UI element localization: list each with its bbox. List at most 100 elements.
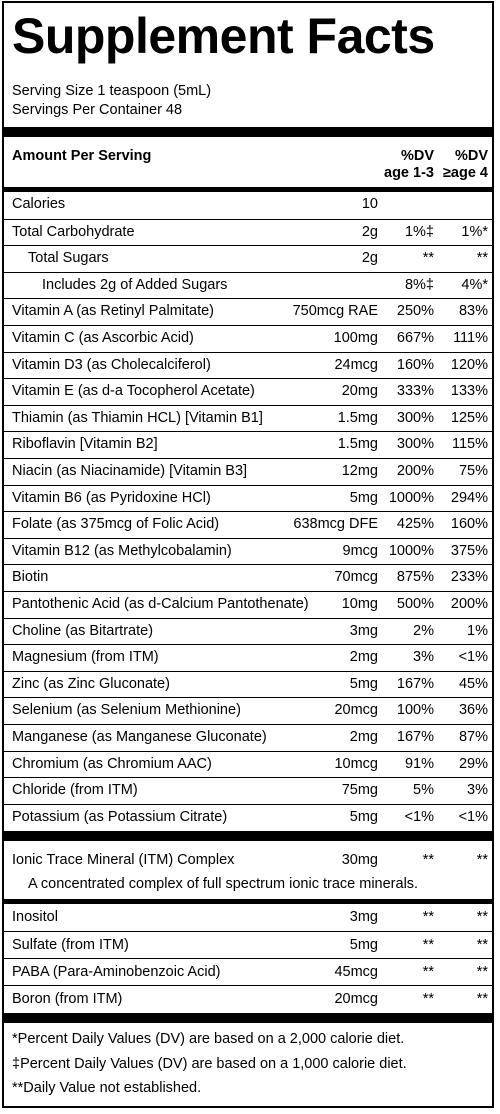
nutrient-name: Niacin (as Niacinamide) [Vitamin B3] bbox=[12, 463, 248, 479]
nutrient-dv-age-4-plus: ** bbox=[476, 250, 488, 267]
nutrient-dv-age-4-plus: 29% bbox=[458, 755, 488, 772]
nutrient-name: Potassium (as Potassium Citrate) bbox=[12, 808, 228, 825]
nutrient-amount: 9mcg bbox=[342, 542, 378, 559]
divider-itm bbox=[4, 899, 492, 904]
nutrient-row: Folate (as 375mcg of Folic Acid) 638mcg D… bbox=[4, 511, 492, 538]
nutrient-amount: 2g bbox=[361, 223, 378, 240]
nutrient-amount: 12mg bbox=[341, 463, 378, 479]
nutrient-row: Selenium (as Selenium Methionine) 20mcg 10… bbox=[4, 697, 492, 724]
nutrient-amount: 24mcg bbox=[334, 356, 378, 373]
nutrient-name: Inositol bbox=[12, 909, 58, 925]
nutrient-dv-age-4-plus: 233% bbox=[450, 569, 488, 586]
nutrient-dv-age-1-3: 91% bbox=[404, 755, 434, 772]
nutrient-dv-age-4-plus: ** bbox=[476, 991, 488, 1007]
nutrient-amount: 5mg bbox=[349, 937, 378, 953]
nutrient-dv-age-1-3: ** bbox=[422, 937, 434, 953]
nutrient-amount: 5mg bbox=[349, 675, 378, 692]
footnote-1000-calorie: ‡Percent Daily Values (DV) are based on … bbox=[12, 1056, 407, 1072]
nutrient-amount: 2mg bbox=[349, 649, 378, 666]
nutrient-row: Sulfate (from ITM) 5mg ** ** bbox=[4, 931, 492, 958]
nutrient-name: Pantothenic Acid (as d-Calcium Pantothen… bbox=[12, 596, 309, 612]
nutrient-dv-age-1-3: 200% bbox=[396, 463, 434, 479]
nutrient-row: Vitamin B6 (as Pyridoxine HCl) 5mg 1000% 29… bbox=[4, 484, 492, 512]
nutrient-amount: 20mcg bbox=[334, 991, 378, 1007]
nutrient-name: Choline (as Bitartrate) bbox=[12, 622, 154, 639]
nutrient-name: PABA (Para-Aminobenzoic Acid) bbox=[12, 964, 221, 980]
nutrient-row: Choline (as Bitartrate) 3mg 2% 1% bbox=[4, 617, 492, 645]
nutrient-amount: 1.5mg bbox=[337, 436, 378, 453]
nutrient-dv-age-4-plus: 115% bbox=[451, 436, 488, 453]
nutrient-name: Vitamin A (as Retinyl Palmitate) bbox=[12, 303, 215, 320]
nutrient-dv-age-1-3: 100% bbox=[396, 702, 434, 719]
nutrient-dv-age-4-plus: 133% bbox=[450, 383, 488, 400]
nutrient-dv-age-4-plus: 3% bbox=[467, 782, 488, 799]
nutrient-row: Zinc (as Zinc Gluconate) 5mg 167% 45% bbox=[4, 670, 492, 698]
nutrient-row: Vitamin B12 (as Methylcobalamin) 9mcg 1000… bbox=[4, 537, 492, 565]
serving-size: Serving Size 1 teaspoon (5mL) bbox=[12, 83, 212, 99]
nutrient-name: Total Carbohydrate bbox=[12, 223, 135, 240]
nutrient-amount: 20mcg bbox=[334, 702, 378, 719]
nutrient-amount: 10mg bbox=[341, 596, 378, 612]
nutrient-name: Vitamin B12 (as Methylcobalamin) bbox=[12, 542, 232, 559]
nutrient-name: Vitamin E (as d-a Tocopherol Acetate) bbox=[12, 383, 255, 400]
thick-divider-top bbox=[4, 127, 492, 137]
nutrient-row: Pantothenic Acid (as d-Calcium Pantothen… bbox=[4, 591, 492, 618]
amount-per-serving-header: Amount Per Serving bbox=[12, 148, 152, 164]
nutrient-dv-age-4-plus: ** bbox=[476, 964, 488, 980]
nutrient-row: Includes 2g of Added Sugars 8%‡ 4%* bbox=[4, 271, 492, 299]
nutrient-dv-age-4-plus: 4%* bbox=[461, 276, 488, 293]
footnote-2000-calorie: *Percent Daily Values (DV) are based on … bbox=[12, 1031, 405, 1047]
nutrient-dv-age-4-plus: <1% bbox=[458, 649, 488, 666]
nutrient-row: Boron (from ITM) 20mcg ** ** bbox=[4, 985, 492, 1012]
nutrient-amount: 75mg bbox=[341, 782, 378, 799]
nutrient-dv-age-1-3: 1%‡ bbox=[404, 223, 434, 240]
nutrient-dv-age-4-plus: ** bbox=[476, 909, 488, 925]
nutrient-dv-age-4-plus: 83% bbox=[458, 303, 488, 320]
nutrient-dv-age-4-plus: 120% bbox=[450, 356, 488, 373]
nutrient-amount: 3mg bbox=[349, 622, 378, 639]
nutrient-dv-age-4-plus: 200% bbox=[450, 596, 488, 612]
itm-dv2: ** bbox=[476, 852, 488, 868]
nutrient-name: Chromium (as Chromium AAC) bbox=[12, 755, 212, 772]
nutrient-dv-age-1-3: ** bbox=[422, 250, 434, 267]
nutrient-amount: 2mg bbox=[349, 729, 378, 745]
itm-dv1: ** bbox=[422, 852, 434, 868]
nutrient-amount: 750mcg RAE bbox=[292, 303, 378, 320]
nutrient-dv-age-4-plus: 1%* bbox=[461, 223, 488, 240]
nutrient-name: Includes 2g of Added Sugars bbox=[42, 276, 228, 293]
nutrient-amount: 10 bbox=[361, 196, 378, 212]
nutrient-dv-age-1-3: 250% bbox=[396, 303, 434, 320]
nutrient-dv-age-4-plus: 125% bbox=[450, 409, 488, 426]
nutrient-dv-age-1-3: 3% bbox=[413, 649, 434, 666]
nutrient-dv-age-4-plus: <1% bbox=[458, 808, 488, 825]
nutrient-row: Vitamin A (as Retinyl Palmitate) 750mcg R… bbox=[4, 298, 492, 325]
nutrient-dv-age-1-3: 300% bbox=[396, 409, 434, 426]
nutrient-dv-age-4-plus: 375% bbox=[450, 542, 488, 559]
nutrient-name: Magnesium (from ITM) bbox=[12, 649, 159, 666]
nutrient-dv-age-1-3: 5% bbox=[413, 782, 434, 799]
nutrient-dv-age-1-3: 875% bbox=[396, 569, 434, 586]
nutrient-row: Vitamin D3 (as Cholecalciferol) 24mcg 160%… bbox=[4, 351, 492, 379]
nutrient-name: Total Sugars bbox=[28, 250, 109, 267]
nutrient-row: Total Sugars 2g ** ** bbox=[4, 245, 492, 272]
nutrient-row: Potassium (as Potassium Citrate) 5mg <1% <1… bbox=[4, 803, 492, 831]
nutrient-row: Inositol 3mg ** ** bbox=[4, 904, 492, 931]
nutrient-dv-age-1-3: 1000% bbox=[388, 542, 434, 559]
medium-divider bbox=[4, 187, 492, 192]
nutrient-dv-age-4-plus: 111% bbox=[453, 330, 488, 346]
nutrient-dv-age-1-3: 8%‡ bbox=[404, 276, 434, 293]
nutrient-row: Total Carbohydrate 2g 1%‡ 1%* bbox=[4, 218, 492, 246]
nutrient-name: Folate (as 375mcg of Folic Acid) bbox=[12, 516, 220, 533]
nutrient-dv-age-4-plus: 160% bbox=[450, 516, 488, 533]
nutrient-row: Biotin 70mcg 875% 233% bbox=[4, 564, 492, 591]
dv1-header-line2: age 1-3 bbox=[384, 165, 434, 181]
nutrient-amount: 100mg bbox=[333, 330, 378, 346]
nutrient-amount: 5mg bbox=[349, 808, 378, 825]
nutrient-name: Biotin bbox=[12, 569, 49, 586]
nutrient-name: Vitamin B6 (as Pyridoxine HCl) bbox=[12, 489, 211, 506]
nutrient-row: Vitamin C (as Ascorbic Acid) 100mg 667% 111… bbox=[4, 325, 492, 352]
nutrient-dv-age-1-3: ** bbox=[422, 909, 434, 925]
nutrient-dv-age-1-3: 2% bbox=[413, 622, 434, 639]
nutrient-name: Boron (from ITM) bbox=[12, 991, 123, 1007]
panel-title: Supplement Facts bbox=[12, 8, 435, 64]
